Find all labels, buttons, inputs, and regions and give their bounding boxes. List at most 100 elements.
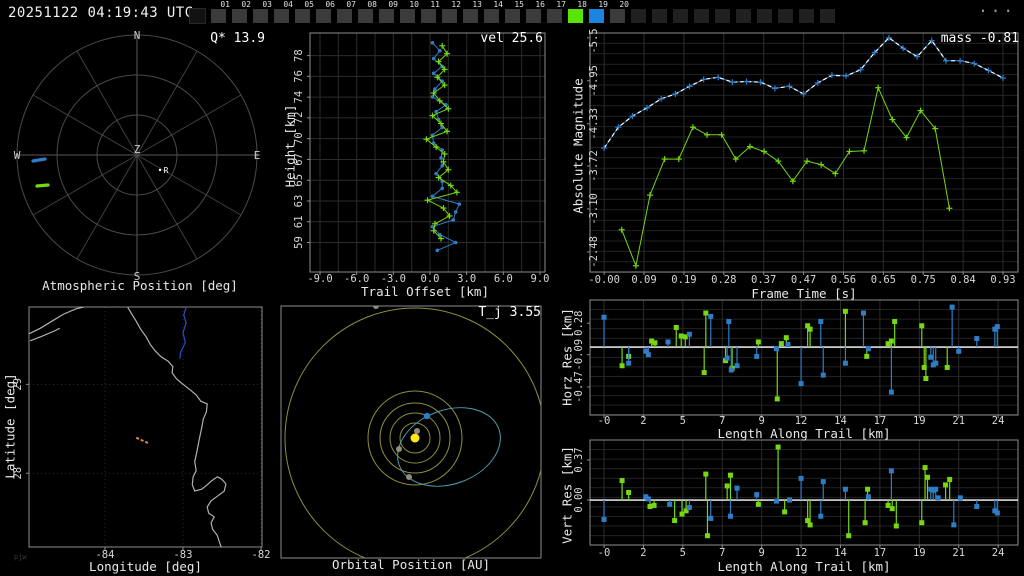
frame-thumbnail[interactable] xyxy=(757,9,772,23)
frame-number: 16 xyxy=(535,1,545,9)
frame-thumbnail[interactable] xyxy=(274,9,289,23)
frame-thumbnail[interactable] xyxy=(610,9,625,23)
planet-dot xyxy=(396,446,402,452)
svg-text:0.37: 0.37 xyxy=(751,274,776,286)
frame-cell[interactable]: 14 xyxy=(484,1,505,27)
frame-thumbnail[interactable] xyxy=(421,9,436,23)
river xyxy=(180,307,186,359)
frame-thumbnail[interactable] xyxy=(295,9,310,23)
svg-text:0.00: 0.00 xyxy=(573,487,585,512)
frame-thumbnail[interactable] xyxy=(316,9,331,23)
panel-trail-offset: -9.0-6.0-3.00.03.06.09.05961636567707274… xyxy=(280,28,570,298)
frame-thumbnail[interactable] xyxy=(799,9,814,23)
frame-cell[interactable] xyxy=(757,1,778,27)
frame-thumbnail[interactable] xyxy=(190,9,205,23)
frame-cell[interactable]: 02 xyxy=(232,1,253,27)
svg-text:0.56: 0.56 xyxy=(831,274,856,286)
panel-orbital-position: T_j 3.55 Orbital Position [AU] xyxy=(275,295,575,576)
frame-cell[interactable]: 11 xyxy=(421,1,442,27)
frame-cell[interactable]: 20 xyxy=(610,1,631,27)
frame-thumbnail[interactable] xyxy=(505,9,520,23)
svg-text:-3.10: -3.10 xyxy=(588,193,600,225)
frame-thumbnail[interactable] xyxy=(694,9,709,23)
svg-text:74: 74 xyxy=(293,91,305,104)
ground-map-plot: -84-83-822928 xyxy=(0,295,275,576)
svg-text:5: 5 xyxy=(680,547,686,559)
radiant-dot xyxy=(159,169,161,171)
frame-thumbnail[interactable] xyxy=(820,9,835,23)
frame-number: 08 xyxy=(367,1,377,9)
frame-thumbnail[interactable] xyxy=(631,9,646,23)
svg-text:21: 21 xyxy=(952,547,965,559)
frame-number: 18 xyxy=(577,1,587,9)
horz-res-xlabel: Length Along Trail [km] xyxy=(590,426,1018,441)
frame-cell[interactable] xyxy=(694,1,715,27)
svg-text:0.65: 0.65 xyxy=(871,274,896,286)
frame-cell[interactable]: 16 xyxy=(526,1,547,27)
frame-thumbnail[interactable] xyxy=(736,9,751,23)
frame-cell[interactable]: 05 xyxy=(295,1,316,27)
frame-thumbnail[interactable] xyxy=(379,9,394,23)
frame-number: 05 xyxy=(304,1,314,9)
frame-thumbnail[interactable] xyxy=(778,9,793,23)
frame-cell[interactable]: 09 xyxy=(379,1,400,27)
frame-cell[interactable]: 04 xyxy=(274,1,295,27)
frame-cell[interactable]: 15 xyxy=(505,1,526,27)
svg-text:N: N xyxy=(134,29,141,42)
frame-cell[interactable] xyxy=(715,1,736,27)
frame-number: 12 xyxy=(451,1,461,9)
frame-cell[interactable] xyxy=(778,1,799,27)
frame-cell[interactable]: 13 xyxy=(463,1,484,27)
frame-cell[interactable]: 07 xyxy=(337,1,358,27)
frame-thumbnail[interactable] xyxy=(211,9,226,23)
svg-text:0.19: 0.19 xyxy=(671,274,696,286)
frame-thumbnail[interactable] xyxy=(463,9,478,23)
frame-cell[interactable] xyxy=(736,1,757,27)
frame-thumbnail[interactable] xyxy=(652,9,667,23)
frame-thumbnail[interactable] xyxy=(253,9,268,23)
frame-cell[interactable]: 03 xyxy=(253,1,274,27)
panel-residuals: -025791214171921240.28-0.09-0.47-0257912… xyxy=(555,295,1024,576)
svg-text:7: 7 xyxy=(719,547,725,559)
mag-xlabel: Frame Time [s] xyxy=(590,286,1018,301)
frame-cell[interactable]: 08 xyxy=(358,1,379,27)
frame-thumbnail[interactable] xyxy=(568,9,583,23)
frame-cell[interactable]: 19 xyxy=(589,1,610,27)
frame-thumbnail[interactable] xyxy=(400,9,415,23)
frame-cell[interactable]: 01 xyxy=(211,1,232,27)
frame-cell[interactable] xyxy=(820,1,841,27)
meteor-ground-track xyxy=(136,438,148,443)
frame-thumbnail[interactable] xyxy=(589,9,604,23)
frame-thumbnail[interactable] xyxy=(484,9,499,23)
frame-thumbnail[interactable] xyxy=(232,9,247,23)
vert-green-stems xyxy=(620,445,953,539)
frame-cell[interactable] xyxy=(652,1,673,27)
frame-thumbnail[interactable] xyxy=(547,9,562,23)
overflow-menu[interactable]: ... xyxy=(978,0,1016,16)
frame-thumbnail[interactable] xyxy=(442,9,457,23)
frame-cell[interactable] xyxy=(190,1,211,27)
orbit-diagram xyxy=(285,303,545,568)
svg-text:-0.09: -0.09 xyxy=(573,339,585,371)
vert-res-ylabel: Vert Res [km] xyxy=(560,446,575,544)
frame-thumbnail[interactable] xyxy=(337,9,352,23)
frame-thumbnail[interactable] xyxy=(358,9,373,23)
svg-text:78: 78 xyxy=(293,49,305,62)
frame-thumbnail[interactable] xyxy=(715,9,730,23)
frame-cell[interactable] xyxy=(673,1,694,27)
svg-text:R: R xyxy=(164,166,169,175)
svg-text:14: 14 xyxy=(834,547,847,559)
frame-thumbnail[interactable] xyxy=(673,9,688,23)
earth-dot xyxy=(424,413,430,419)
frame-cell[interactable]: 06 xyxy=(316,1,337,27)
frame-cell[interactable] xyxy=(799,1,820,27)
frame-cell[interactable]: 12 xyxy=(442,1,463,27)
frame-cell[interactable]: 10 xyxy=(400,1,421,27)
sky-title: Q* 13.9 xyxy=(210,31,265,46)
frame-number: 20 xyxy=(619,1,629,9)
frame-cell[interactable]: 17 xyxy=(547,1,568,27)
frame-cell[interactable]: 18 xyxy=(568,1,589,27)
frame-number: 17 xyxy=(556,1,566,9)
frame-cell[interactable] xyxy=(631,1,652,27)
frame-thumbnail[interactable] xyxy=(526,9,541,23)
